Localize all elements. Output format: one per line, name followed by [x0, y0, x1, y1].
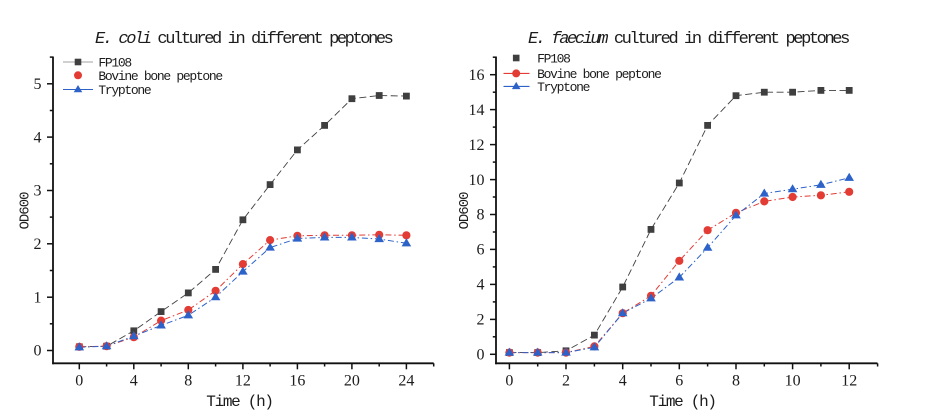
svg-text:16: 16: [469, 67, 485, 84]
svg-text:12: 12: [841, 372, 857, 389]
svg-text:4: 4: [34, 129, 42, 146]
svg-text:4: 4: [130, 372, 138, 389]
svg-text:6: 6: [675, 372, 683, 389]
svg-text:8: 8: [732, 372, 740, 389]
svg-text:8: 8: [477, 207, 485, 224]
svg-text:OD600: OD600: [18, 192, 34, 230]
svg-text:12: 12: [469, 137, 485, 154]
svg-text:FP108: FP108: [537, 52, 570, 67]
svg-text:8: 8: [184, 372, 192, 389]
svg-text:12: 12: [235, 372, 251, 389]
svg-text:2: 2: [477, 312, 485, 329]
svg-text:0: 0: [75, 372, 83, 389]
svg-text:5: 5: [34, 76, 42, 93]
svg-text:2: 2: [34, 236, 42, 253]
svg-text:Time (h): Time (h): [649, 393, 715, 411]
svg-text:3: 3: [34, 183, 42, 200]
svg-text:FP108: FP108: [98, 56, 131, 71]
svg-text:20: 20: [344, 372, 360, 389]
svg-text:0: 0: [505, 372, 513, 389]
svg-text:6: 6: [477, 242, 485, 259]
svg-text:10: 10: [469, 172, 485, 189]
svg-text:OD600: OD600: [457, 192, 473, 230]
svg-text:E. coli cultured in different: E. coli cultured in different peptones: [95, 30, 393, 49]
svg-text:24: 24: [398, 372, 414, 389]
svg-text:Tryptone: Tryptone: [537, 80, 590, 95]
svg-text:Bovine bone peptone: Bovine bone peptone: [98, 69, 222, 84]
svg-text:4: 4: [477, 277, 485, 294]
svg-text:16: 16: [289, 372, 305, 389]
svg-text:4: 4: [619, 372, 627, 389]
svg-text:Bovine bone peptone: Bovine bone peptone: [537, 67, 661, 82]
svg-text:1: 1: [34, 289, 42, 306]
svg-text:0: 0: [477, 347, 485, 364]
svg-text:E. faecium cultured in differe: E. faecium cultured in different peptone…: [528, 30, 849, 49]
svg-text:10: 10: [785, 372, 801, 389]
svg-text:Time (h): Time (h): [206, 393, 272, 411]
svg-text:0: 0: [34, 343, 42, 360]
svg-text:2: 2: [562, 372, 570, 389]
svg-text:14: 14: [469, 102, 485, 119]
svg-text:Tryptone: Tryptone: [98, 83, 151, 98]
